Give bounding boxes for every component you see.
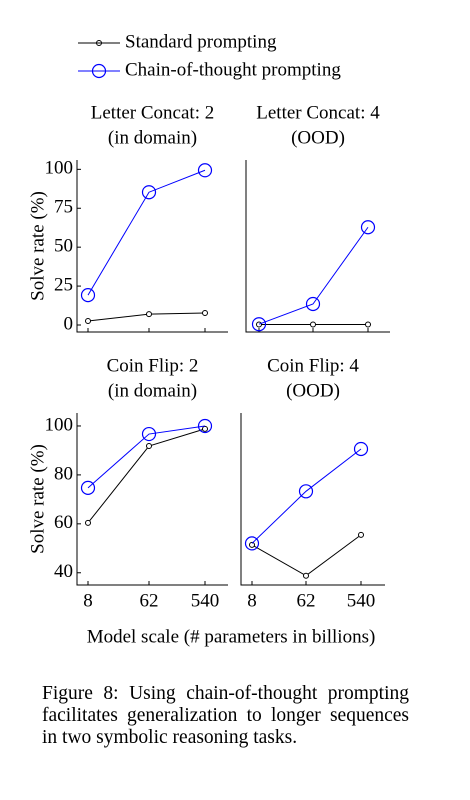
caption: Figure 8: Using chain-of-thought prompti…	[42, 683, 409, 748]
marker	[360, 220, 376, 235]
marker	[249, 541, 255, 548]
marker	[146, 311, 152, 318]
marker	[85, 317, 91, 324]
marker	[303, 572, 309, 579]
y-tick-label: 100	[45, 414, 74, 435]
marker	[202, 310, 208, 317]
y-axis-label: Solve rate (%)	[27, 444, 48, 554]
x-tick-label: 540	[347, 590, 376, 611]
series-line	[251, 534, 362, 577]
legend-marker	[96, 40, 102, 46]
y-tick-label: 60	[54, 512, 73, 533]
y-tick-label: 25	[54, 274, 73, 295]
marker	[202, 425, 208, 432]
x-tick-label: 62	[140, 590, 159, 611]
y-tick-label: 100	[45, 158, 74, 179]
y-tick-label: 0	[64, 313, 74, 334]
y-tick-label: 40	[54, 561, 73, 582]
chart: Model scale (# parameters in billions) S…	[27, 31, 390, 647]
subplot-title: Letter Concat: 4	[256, 102, 380, 123]
x-tick-label: 62	[297, 590, 316, 611]
marker	[353, 441, 369, 457]
marker	[141, 426, 157, 442]
subplot-title: Letter Concat: 2	[91, 102, 214, 123]
marker	[305, 296, 321, 312]
marker	[197, 163, 213, 178]
marker	[197, 418, 213, 434]
subplot-title: Coin Flip: 2	[107, 355, 199, 376]
marker	[365, 321, 371, 328]
x-tick-label: 540	[191, 590, 220, 611]
axis	[76, 160, 228, 333]
y-tick-label: 75	[54, 197, 73, 218]
subplot-title: (in domain)	[108, 127, 197, 148]
legend-label: Chain-of-thought prompting	[125, 59, 341, 80]
marker	[251, 317, 267, 332]
series-line	[251, 448, 362, 544]
subplot-title: Coin Flip: 4	[267, 355, 359, 376]
series-line	[87, 425, 206, 489]
marker	[146, 443, 152, 450]
x-tick-label: 8	[83, 590, 93, 611]
legend-label: Standard prompting	[125, 31, 277, 52]
subplot-title: (OOD)	[286, 380, 340, 401]
marker	[244, 536, 260, 551]
axis	[240, 413, 385, 586]
x-axis-label: Model scale (# parameters in billions)	[87, 626, 376, 647]
marker	[80, 480, 96, 495]
series-line	[87, 169, 206, 296]
subplot-title: (in domain)	[108, 380, 197, 401]
marker	[310, 321, 316, 328]
marker	[358, 531, 364, 538]
axis	[245, 160, 390, 333]
y-axis-label: Solve rate (%)	[27, 191, 48, 301]
marker	[80, 288, 96, 303]
marker	[256, 321, 262, 328]
subplot-title: (OOD)	[291, 127, 345, 148]
legend-marker	[91, 63, 107, 79]
series-line	[87, 428, 206, 524]
y-tick-label: 50	[54, 236, 73, 257]
marker	[141, 185, 157, 200]
x-tick-label: 8	[247, 590, 257, 611]
axis	[76, 413, 228, 586]
marker	[85, 519, 91, 526]
marker	[298, 484, 314, 499]
series-line	[258, 226, 369, 325]
y-tick-label: 80	[54, 463, 73, 484]
